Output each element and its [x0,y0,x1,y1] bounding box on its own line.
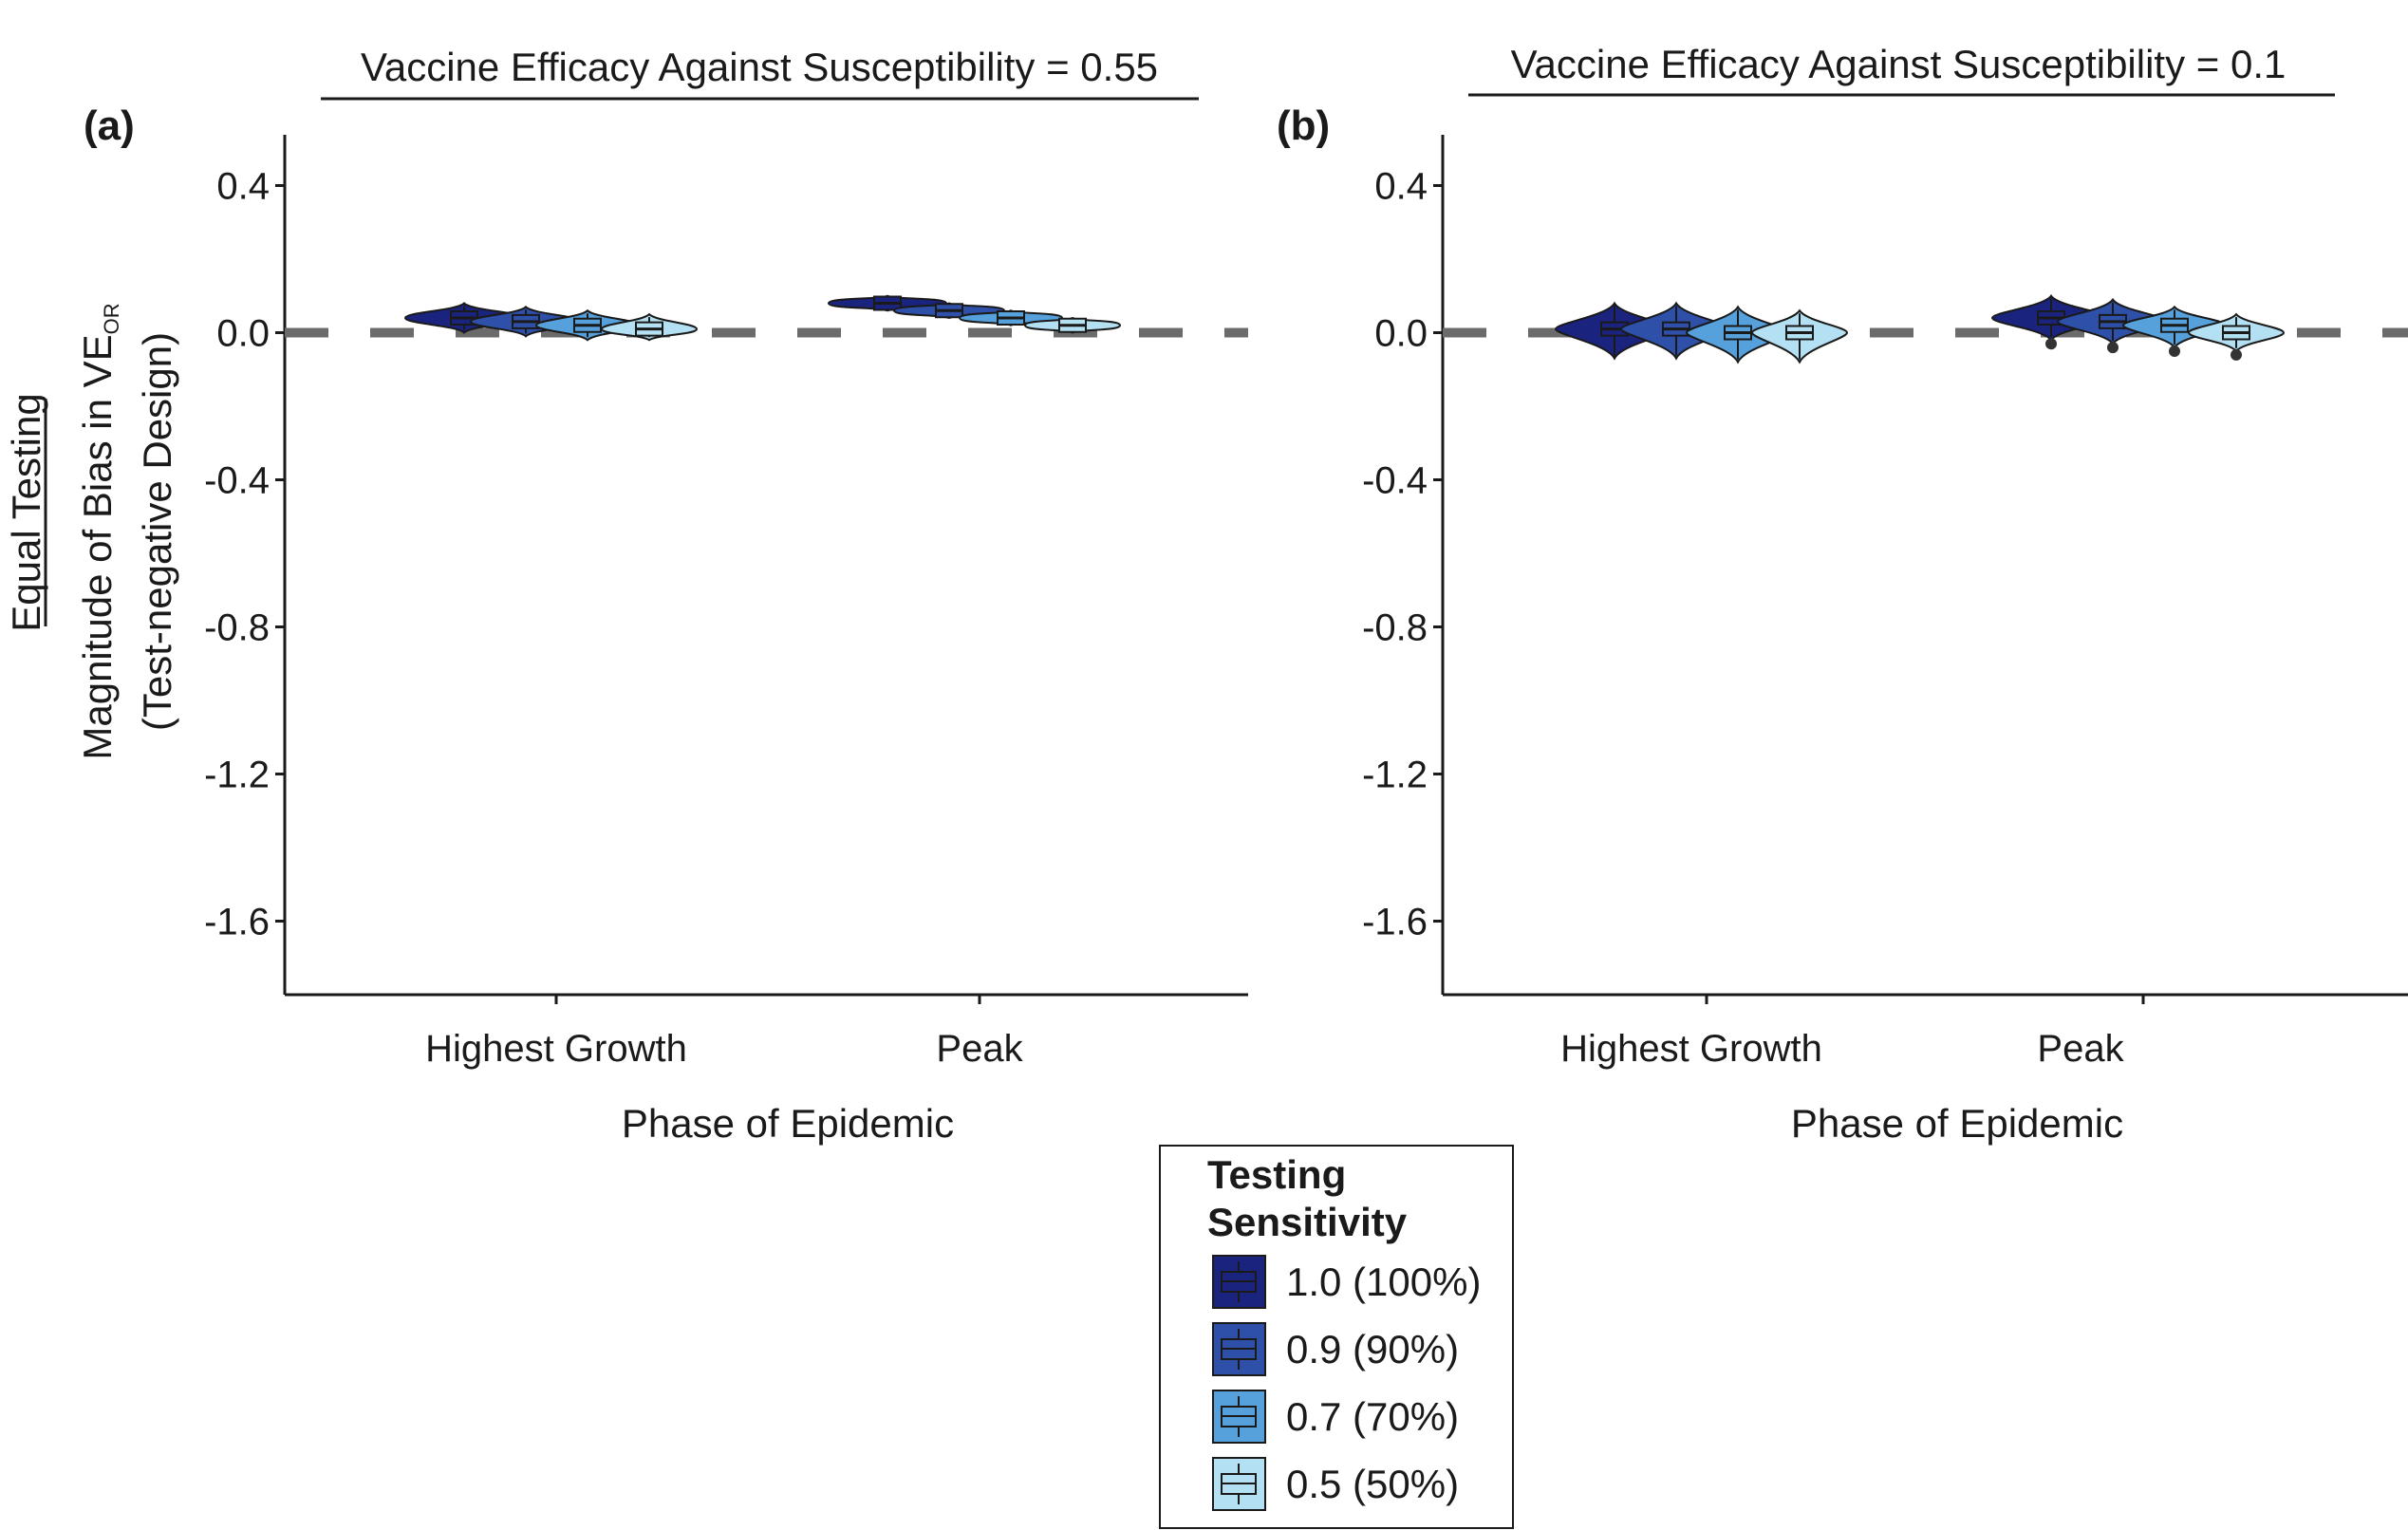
legend-label: 0.7 (70%) [1286,1394,1459,1439]
legend-item: 0.9 (90%) [1212,1322,1459,1376]
row-label: Equal Testing [4,393,48,631]
y-axis-title: Magnitude of Bias in VEOR (Test-negative… [75,303,179,759]
panel-a: Vaccine Efficacy Against Susceptibility … [84,45,1248,1146]
legend-item: 0.5 (50%) [1212,1457,1459,1511]
y-tick-label: -1.2 [204,755,270,796]
y-tick-label: -0.8 [1362,607,1428,649]
legend-label: 0.5 (50%) [1286,1462,1459,1506]
y-tick-label: -0.4 [1362,460,1428,502]
legend-title-line2: Sensitivity [1207,1200,1408,1244]
y-tick-label: 0.4 [1374,166,1428,208]
outlier-point [2045,338,2057,350]
x-tick-label: Peak [2037,1028,2124,1070]
outlier-point [2169,345,2180,357]
x-tick-label: Peak [936,1028,1023,1070]
panel-letter: (a) [84,103,135,149]
panel-b: Vaccine Efficacy Against Susceptibility … [1277,42,2408,1146]
y-axis-title-line1: Magnitude of Bias in VEOR [75,303,123,759]
legend-item: 0.7 (70%) [1212,1390,1459,1444]
row-label-text: Equal Testing [4,393,48,631]
outlier-point [2107,342,2119,354]
y-tick-label: -0.4 [204,460,270,502]
x-axis-title: Phase of Epidemic [1791,1101,2123,1146]
y-tick-label: -1.6 [1362,902,1428,943]
outlier-point [2231,348,2242,361]
y-axis-title-subscript: OR [100,303,123,334]
y-tick-label: 0.0 [1374,313,1428,355]
panel-title: Vaccine Efficacy Against Susceptibility … [361,45,1158,89]
legend-item: 1.0 (100%) [1212,1255,1481,1309]
legend-label: 0.9 (90%) [1286,1327,1459,1371]
legend-label: 1.0 (100%) [1286,1259,1481,1304]
legend-title-line1: Testing [1207,1152,1346,1197]
y-axis-title-main: Magnitude of Bias in VE [75,334,120,759]
x-axis-title: Phase of Epidemic [622,1101,954,1146]
panel-title: Vaccine Efficacy Against Susceptibility … [1511,42,2287,86]
y-tick-label: -1.2 [1362,755,1428,796]
panels: Vaccine Efficacy Against Susceptibility … [84,42,2408,1146]
x-tick-label: Highest Growth [1560,1028,1822,1070]
y-tick-label: 0.4 [216,166,270,208]
y-tick-label: -0.8 [204,607,270,649]
panel-letter: (b) [1277,103,1330,149]
y-axis-title-line2: (Test-negative Design) [135,332,179,731]
y-tick-label: 0.0 [216,313,270,355]
x-tick-label: Highest Growth [425,1028,687,1070]
y-tick-label: -1.6 [204,902,270,943]
legend: Testing Sensitivity 1.0 (100%) 0.9 (90%) 0… [1159,1145,1514,1529]
legend-items: 1.0 (100%) 0.9 (90%) 0.7 (70%) 0.5 (50%) [1212,1255,1481,1511]
